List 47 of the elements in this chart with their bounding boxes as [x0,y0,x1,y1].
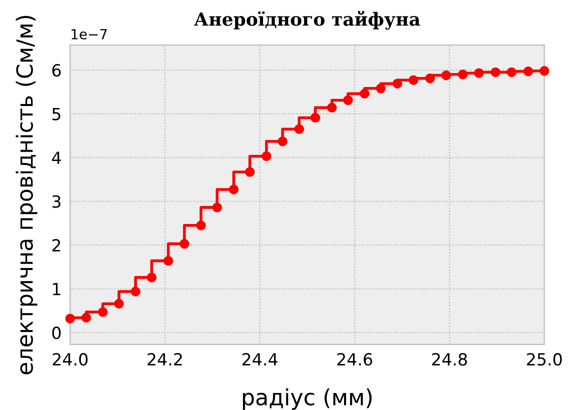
point [376,84,386,94]
y-tick-label: 6 [52,64,61,77]
chart-title: Анероїдного тайфуна [194,10,420,30]
y-tick-label: 0 [52,326,61,340]
y-tick-label: 1 [53,283,60,296]
point [408,75,418,85]
y-tick-label: 3 [52,195,60,208]
x-tick-label: 24.2 [148,353,182,366]
point [425,73,435,84]
y-tick-label: 5 [52,108,60,120]
point [343,95,353,106]
point [294,124,304,134]
x-tick-label: 24.6 [337,353,372,366]
x-tick-label: 24.0 [52,353,88,366]
point [490,67,500,78]
point [244,167,255,177]
point [392,78,402,88]
point [539,66,550,76]
point [262,151,272,162]
point [196,220,206,230]
point [212,202,222,212]
point [65,314,75,324]
x-tick-label: 24.4 [242,353,278,366]
point [228,184,239,194]
point [523,66,534,76]
x-tick-label: 25.0 [527,353,562,366]
point [278,136,288,146]
point [114,298,124,309]
y-axis-title: електрична провідність (См/м) [16,16,38,374]
point [506,67,516,78]
text: 1e−7 [72,29,107,40]
point [98,307,108,317]
point [81,312,92,323]
y-tick-label: 4 [52,152,61,164]
point [146,272,157,282]
y-tick-label: 2 [52,239,60,252]
x-tick-label: 24.8 [432,353,467,366]
point [474,68,484,78]
point [310,112,320,123]
point [458,70,468,80]
point [163,256,174,266]
point [130,286,140,296]
point [327,102,337,113]
x-axis-title: радіус (мм) [242,388,372,410]
point [180,238,190,249]
point [441,70,452,80]
point [360,88,370,99]
